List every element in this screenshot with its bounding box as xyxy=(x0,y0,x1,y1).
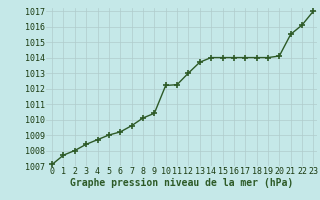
X-axis label: Graphe pression niveau de la mer (hPa): Graphe pression niveau de la mer (hPa) xyxy=(70,178,293,188)
